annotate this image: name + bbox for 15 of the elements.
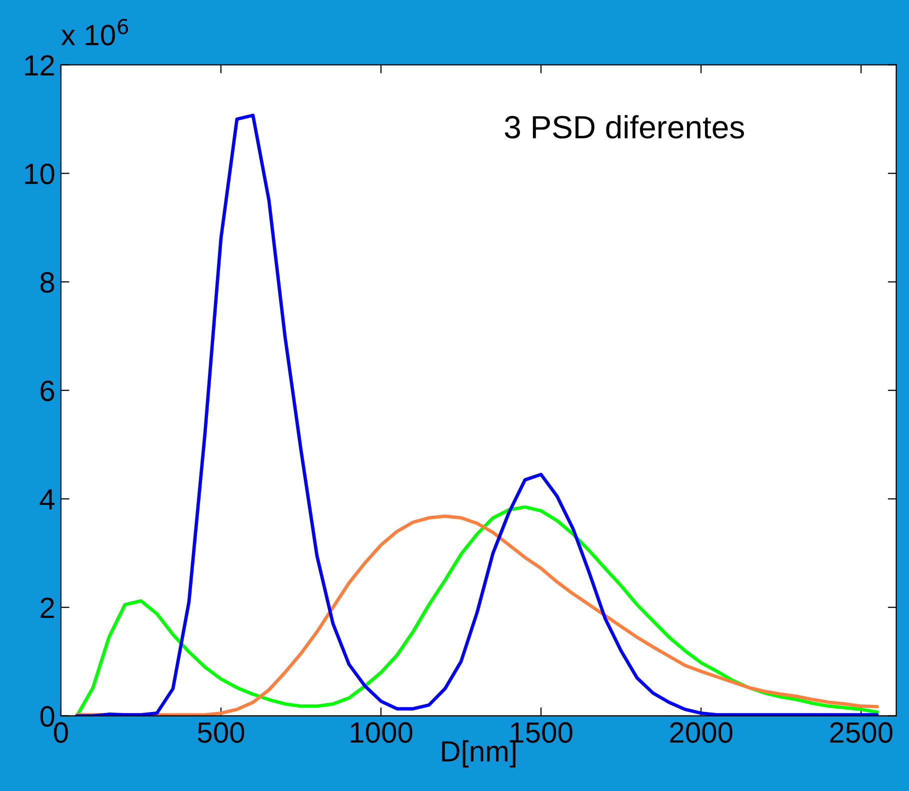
x-tick-label: 2000 <box>670 722 732 743</box>
y-tick-label: 6 <box>40 380 54 402</box>
annotation: 3 PSD diferentes <box>504 115 744 139</box>
text: x 10$^{6}$ <box>61 18 128 46</box>
y-tick-label: 12 <box>25 55 54 76</box>
x-tick-label: 500 <box>198 722 244 743</box>
x-tick-label: 1000 <box>350 722 412 743</box>
y-tick-label: 4 <box>40 489 54 510</box>
line-series <box>75 114 879 716</box>
x-tick-label: 0 <box>54 722 68 743</box>
y-tick-label: 10 <box>25 164 54 184</box>
y-tick-label: 0 <box>40 706 54 727</box>
x-tick-label: 2500 <box>830 722 892 743</box>
y-tick-label: 2 <box>40 598 54 618</box>
y-tick-label: 8 <box>40 272 54 293</box>
